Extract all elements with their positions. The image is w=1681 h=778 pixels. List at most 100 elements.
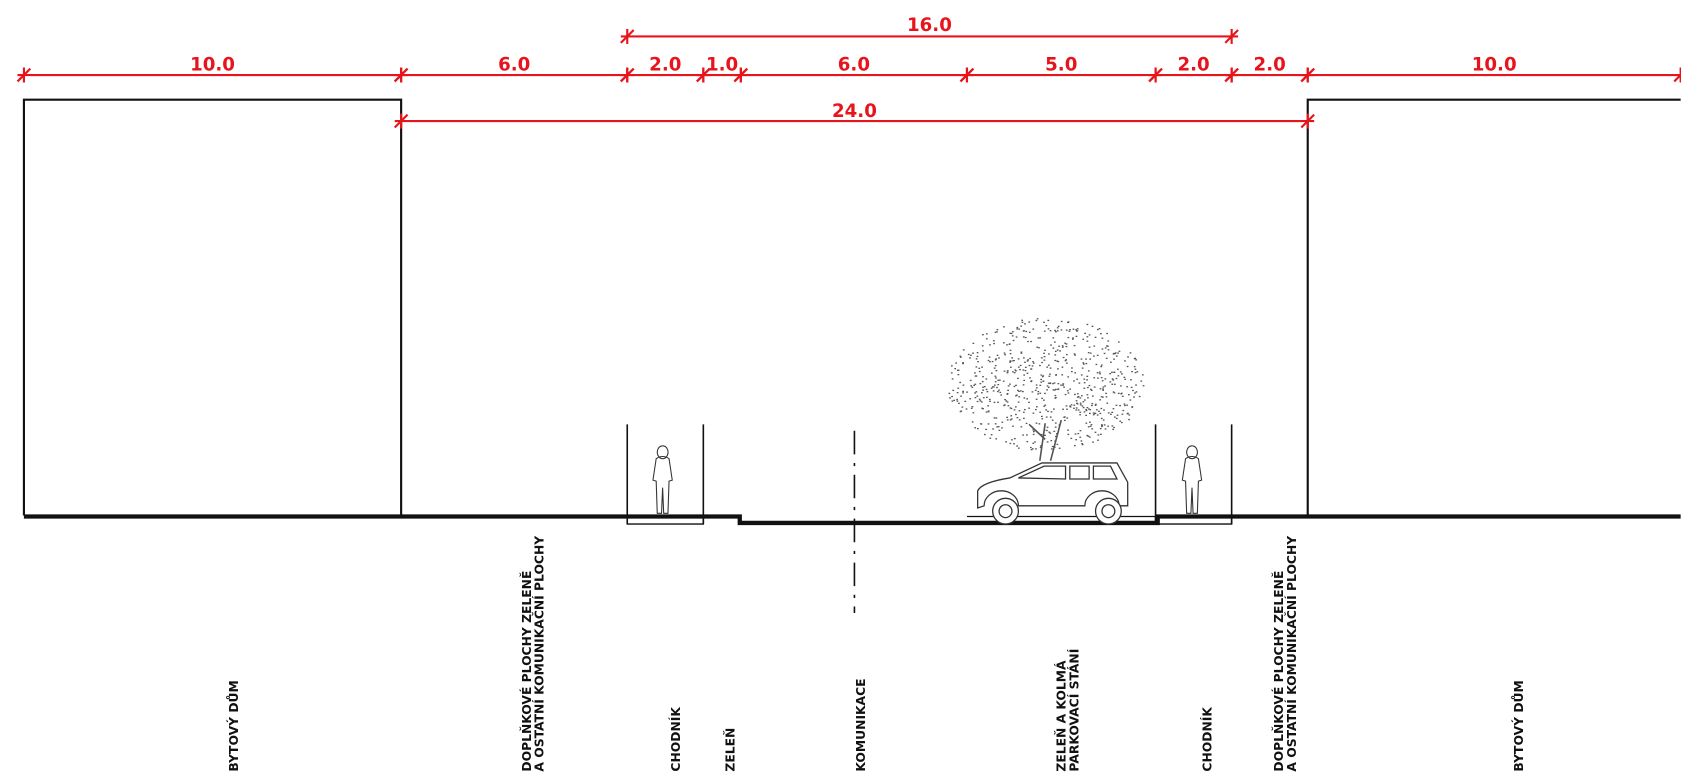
leaf xyxy=(978,370,981,373)
car-body xyxy=(977,462,1129,509)
leaf xyxy=(1095,363,1098,366)
leaf xyxy=(1134,371,1137,374)
leaf xyxy=(965,408,968,410)
leaf xyxy=(1069,328,1071,331)
leaf xyxy=(1111,378,1114,380)
dimension-slash xyxy=(1300,113,1315,129)
leaf xyxy=(1083,378,1086,380)
leaf xyxy=(1107,345,1109,347)
leaf xyxy=(1054,394,1057,397)
leaf xyxy=(1079,436,1082,438)
leaf xyxy=(1122,409,1125,412)
dimension-label: 6.0 xyxy=(498,55,530,76)
leaf xyxy=(1092,395,1094,397)
leaf xyxy=(1087,352,1090,354)
leaf xyxy=(1043,321,1045,323)
leaf xyxy=(993,342,995,345)
leaf xyxy=(1022,369,1025,371)
leaf xyxy=(1124,378,1127,380)
leaf xyxy=(988,398,991,401)
leaf xyxy=(1065,405,1068,407)
leaf xyxy=(1074,444,1076,447)
leaf xyxy=(1017,401,1020,403)
leaf xyxy=(1034,429,1036,431)
leaf xyxy=(1096,354,1099,356)
leaf xyxy=(1032,361,1034,363)
leaf xyxy=(1133,396,1135,398)
leaf xyxy=(1061,346,1064,348)
ground xyxy=(23,424,1681,613)
leaf xyxy=(1023,408,1026,411)
tree xyxy=(948,318,1145,462)
leaf xyxy=(1056,349,1059,351)
dimension-label: 24.0 xyxy=(832,101,877,122)
leaf xyxy=(1096,414,1099,416)
leaf xyxy=(1051,419,1054,421)
leaf xyxy=(1010,415,1013,417)
leaf xyxy=(1022,336,1025,338)
leaf xyxy=(1073,353,1076,355)
leaf xyxy=(1072,337,1074,339)
leaf xyxy=(975,366,978,368)
leaf xyxy=(1100,407,1103,410)
dimension-label: 10.0 xyxy=(1472,55,1517,76)
leaf xyxy=(972,352,974,354)
leaf xyxy=(1043,405,1046,407)
leaf xyxy=(990,434,993,436)
leaf xyxy=(1081,443,1084,445)
leaf xyxy=(1072,328,1075,330)
leaf xyxy=(1047,319,1050,322)
leaf xyxy=(1085,409,1088,412)
leaf xyxy=(1112,428,1114,431)
leaf xyxy=(1073,407,1075,409)
leaf xyxy=(990,387,993,389)
leaf xyxy=(1134,392,1136,394)
leaf xyxy=(1012,371,1014,373)
leaf xyxy=(1094,431,1097,433)
leaf xyxy=(1025,422,1028,425)
leaf xyxy=(1118,350,1121,352)
leaf xyxy=(1110,413,1112,415)
leaf xyxy=(1101,337,1104,339)
leaf xyxy=(1113,358,1115,360)
wheel-hub xyxy=(998,504,1013,519)
leaf xyxy=(1138,395,1141,398)
leaf xyxy=(993,367,996,369)
leaf xyxy=(1065,329,1068,331)
leaf xyxy=(1042,375,1045,377)
leaf xyxy=(989,344,991,346)
leaf xyxy=(1117,392,1120,395)
leaf xyxy=(1135,384,1137,386)
leaf xyxy=(1136,371,1139,373)
leaf xyxy=(1086,394,1089,396)
leaf xyxy=(1127,412,1129,414)
leaf xyxy=(1002,342,1005,344)
leaf xyxy=(1085,414,1087,417)
leaf xyxy=(1088,334,1091,336)
leaf xyxy=(1089,352,1092,354)
leaf xyxy=(1019,364,1022,367)
leaf xyxy=(1017,377,1019,380)
leaf xyxy=(987,423,990,425)
leaf xyxy=(1050,411,1053,413)
building-right xyxy=(1306,98,1681,516)
leaf xyxy=(1022,411,1025,413)
leaf xyxy=(999,391,1002,394)
leaf xyxy=(1004,398,1006,401)
leaf xyxy=(1061,374,1064,376)
leaf xyxy=(962,362,964,365)
leaf xyxy=(1100,424,1103,426)
leaf xyxy=(1057,368,1059,370)
leaf xyxy=(1002,380,1005,382)
leaf xyxy=(970,385,972,387)
leaf xyxy=(967,353,970,356)
leaf xyxy=(1111,425,1114,427)
leaf xyxy=(1073,344,1076,347)
leaf xyxy=(1028,364,1031,367)
leaf xyxy=(1020,325,1023,327)
leaf xyxy=(1077,409,1080,411)
leaf xyxy=(1087,370,1090,372)
leaf xyxy=(969,398,972,400)
leaf xyxy=(1032,429,1035,431)
leaf xyxy=(981,380,984,383)
